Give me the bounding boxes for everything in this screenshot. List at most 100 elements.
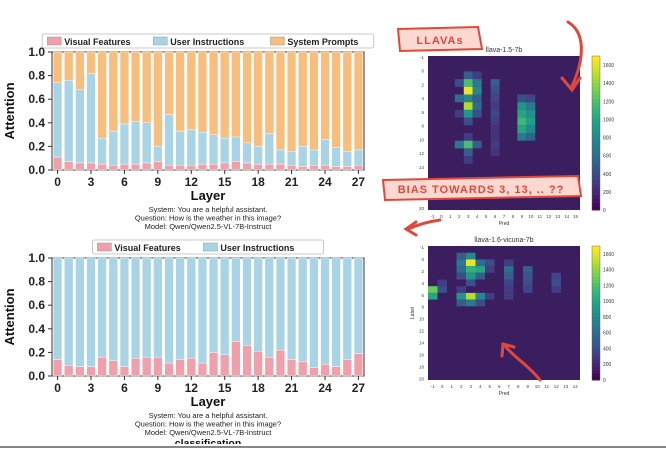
bar-segment-visual-features — [75, 162, 85, 171]
bar-segment-system-prompts — [331, 51, 341, 148]
colorbar-segment — [592, 190, 600, 196]
bar-segment-user-instructions — [231, 257, 241, 342]
colorbar-segment — [592, 333, 600, 337]
heatmap-x-tick-label: 10 — [535, 384, 541, 389]
heatmap-x-tick-label: 7 — [507, 384, 510, 389]
colorbar-segment — [592, 286, 600, 291]
bar-segment-user-instructions — [175, 257, 185, 360]
bar-segment-visual-features — [353, 353, 363, 377]
heatmap-cell — [526, 94, 536, 103]
bar-segment-system-prompts — [97, 51, 107, 139]
bar-segment-user-instructions — [97, 257, 107, 358]
bar-segment-system-prompts — [75, 51, 85, 90]
bar-segment-system-prompts — [264, 51, 274, 134]
caption-line: System: You are a helpful assistant. — [149, 205, 268, 214]
heatmap-cell — [490, 125, 500, 133]
bar-segment-user-instructions — [175, 130, 185, 166]
colorbar-segment — [592, 152, 600, 157]
heatmap-cell — [466, 252, 476, 260]
heatmap-x-tick-label: 10 — [528, 214, 534, 219]
y-tick-label: 1.0 — [28, 251, 45, 265]
colorbar-segment — [592, 252, 600, 257]
bar-segment-user-instructions — [331, 257, 341, 367]
bar-segment-user-instructions — [142, 122, 152, 164]
heatmap-cell — [456, 252, 466, 260]
caption-title: classification — [175, 232, 242, 233]
x-tick-label: 15 — [218, 175, 232, 189]
bar-segment-visual-features — [209, 163, 219, 171]
bar-segment-visual-features — [231, 161, 241, 171]
heatmap-cell — [551, 286, 561, 293]
colorbar-tick-label: 1400 — [603, 81, 614, 87]
heatmap-cell — [490, 140, 500, 149]
heatmap-x-tick-label: 2 — [460, 384, 463, 389]
heatmap-cell — [551, 279, 561, 287]
colorbar-tick-label: 1600 — [603, 252, 614, 258]
colorbar-segment — [592, 249, 600, 254]
bar-segment-system-prompts — [186, 51, 196, 131]
bar-segment-user-instructions — [197, 257, 207, 364]
colorbar-segment — [592, 313, 600, 317]
heatmap-y-tick-label: 2 — [421, 82, 424, 87]
colorbar-tick-label: 1000 — [603, 117, 614, 123]
colorbar-segment — [592, 299, 600, 304]
bar-segment-user-instructions — [186, 257, 196, 359]
heatmap-cell — [456, 286, 466, 293]
bar-segment-visual-features — [197, 362, 207, 377]
bar-segment-visual-features — [320, 363, 330, 377]
bar-segment-visual-features — [242, 162, 252, 171]
heatmap-x-tick-label: 3 — [467, 214, 470, 219]
bar-segment-visual-features — [64, 365, 74, 377]
colorbar-segment — [592, 366, 600, 371]
heatmap-cell — [472, 140, 482, 149]
x-tick-label: 24 — [318, 175, 332, 189]
heatmap-x-tick-label: 9 — [526, 384, 529, 389]
bar-segment-system-prompts — [275, 51, 285, 151]
colorbar-segment — [592, 125, 600, 130]
bar-segment-user-instructions — [86, 257, 96, 367]
heatmap-x-tick-label: 0 — [440, 214, 443, 219]
caption-title: classification — [175, 438, 242, 445]
bar-segment-user-instructions — [131, 121, 141, 165]
colorbar-tick-label: 400 — [603, 346, 612, 352]
colorbar-segment — [592, 117, 600, 122]
bar-segment-user-instructions — [253, 146, 263, 165]
x-axis-label: Layer — [191, 394, 226, 409]
colorbar-tick-label: 0 — [603, 208, 606, 214]
heatmap-cell — [454, 109, 464, 118]
heatmap-cell — [485, 292, 495, 300]
colorbar-segment — [592, 282, 600, 287]
heatmap-cell — [517, 109, 527, 118]
colorbar-segment — [592, 336, 600, 341]
x-tick-label: 9 — [155, 175, 162, 189]
bar-segment-visual-features — [275, 349, 285, 377]
colorbar-segment — [592, 359, 600, 364]
heatmap-cell — [526, 117, 536, 126]
colorbar-segment — [592, 206, 600, 211]
y-axis-label: Attention — [2, 288, 17, 345]
colorbar-segment — [592, 376, 600, 381]
heatmap-cell — [472, 71, 482, 80]
bar-segment-user-instructions — [331, 147, 341, 167]
x-tick-label: 3 — [88, 381, 95, 395]
x-tick-label: 0 — [54, 175, 61, 189]
bar-segment-visual-features — [164, 165, 174, 171]
colorbar-segment — [592, 144, 600, 149]
heatmap-cell — [504, 259, 514, 267]
bar-segment-visual-features — [53, 156, 63, 171]
heatmap-cell — [475, 292, 485, 300]
bar-segment-system-prompts — [220, 51, 230, 139]
bar-segment-user-instructions — [131, 257, 141, 359]
heatmap-y-tick-label: 8 — [421, 124, 424, 129]
heatmap-cell — [456, 259, 466, 267]
bar-segment-system-prompts — [342, 51, 352, 152]
y-tick-label: 0.8 — [28, 69, 45, 83]
bar-segment-visual-features — [231, 341, 241, 377]
bar-segment-visual-features — [186, 358, 196, 377]
bar-segment-user-instructions — [231, 136, 241, 162]
heatmap-x-tick-label: -1 — [431, 384, 435, 389]
colorbar-segment — [592, 272, 600, 277]
bar-segment-visual-features — [331, 166, 341, 171]
colorbar-segment — [592, 319, 600, 324]
bar-segment-system-prompts — [209, 51, 219, 135]
